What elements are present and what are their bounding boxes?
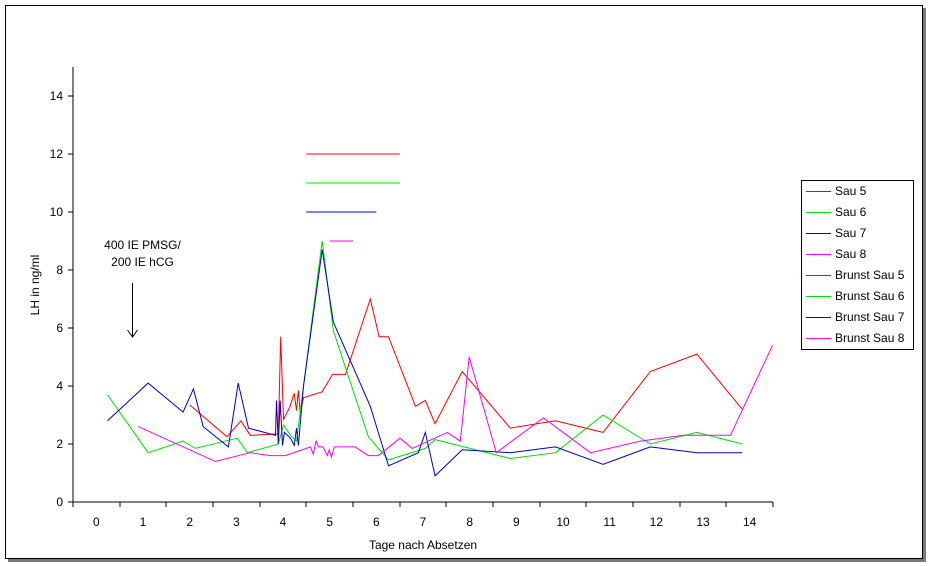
x-axis-title: Tage nach Absetzen: [369, 538, 477, 552]
legend-swatch: [806, 296, 831, 297]
series-line-sau-5: [189, 297, 743, 438]
x-tick-label: 2: [186, 515, 193, 529]
x-tick-label: 10: [556, 515, 570, 529]
x-tick-label: 5: [326, 515, 333, 529]
y-tick-label: 14: [50, 89, 64, 103]
y-tick-label: 8: [56, 263, 63, 277]
legend: Sau 5 Sau 6 Sau 7 Sau 8 Brunst Sau 5 Brunst S…: [801, 180, 914, 350]
legend-label: Sau 7: [835, 226, 867, 240]
x-tick-label: 0: [93, 515, 100, 529]
chart-frame: [5, 5, 923, 559]
series-line-sau-8: [138, 345, 773, 462]
legend-swatch: [806, 233, 831, 234]
legend-label: Brunst Sau 6: [835, 289, 905, 303]
annotation-text: 400 IE PMSG/: [104, 238, 181, 252]
x-tick-label: 11: [603, 515, 616, 529]
legend-label: Sau 8: [835, 247, 867, 261]
legend-item-brunst-sau-5: Brunst Sau 5: [802, 265, 913, 286]
x-tick-label: 14: [743, 515, 757, 529]
x-tick-label: 6: [373, 515, 380, 529]
legend-label: Sau 6: [835, 205, 867, 219]
legend-label: Brunst Sau 5: [835, 268, 905, 282]
series-lines: [107, 153, 773, 477]
legend-item-sau-8: Sau 8: [802, 244, 913, 265]
y-tick-label: 6: [56, 321, 63, 335]
legend-label: Brunst Sau 8: [835, 331, 905, 345]
legend-swatch: [806, 254, 831, 255]
legend-swatch: [806, 212, 831, 213]
legend-item-sau-6: Sau 6: [802, 202, 913, 223]
legend-swatch: [806, 191, 831, 192]
x-tick-label: 9: [513, 515, 520, 529]
x-tick-label: 13: [696, 515, 710, 529]
legend-item-brunst-sau-7: Brunst Sau 7: [802, 307, 913, 328]
legend-item-brunst-sau-8: Brunst Sau 8: [802, 328, 913, 349]
y-tick-label: 12: [50, 147, 64, 161]
x-tick-label: 12: [650, 515, 664, 529]
annotation: 400 IE PMSG/200 IE hCG: [104, 238, 182, 338]
series-line-sau-7: [107, 249, 743, 477]
y-axis-title: LH in ng/ml: [28, 255, 42, 316]
y-tick-label: 10: [50, 205, 64, 219]
legend-item-brunst-sau-6: Brunst Sau 6: [802, 286, 913, 307]
x-tick-label: 1: [140, 515, 147, 529]
legend-item-sau-5: Sau 5: [802, 181, 913, 202]
x-tick-label: 4: [280, 515, 287, 529]
legend-label: Brunst Sau 7: [835, 310, 905, 324]
x-tick-label: 8: [466, 515, 473, 529]
legend-item-sau-7: Sau 7: [802, 223, 913, 244]
legend-swatch: [806, 338, 831, 339]
x-tick-label: 3: [233, 515, 240, 529]
legend-swatch: [806, 275, 831, 276]
series-line-sau-6: [107, 240, 743, 461]
legend-label: Sau 5: [835, 184, 867, 198]
y-tick-label: 2: [56, 437, 63, 451]
legend-swatch: [806, 317, 831, 318]
y-tick-label: 0: [56, 495, 63, 509]
annotation-arrowhead: [127, 329, 138, 338]
x-tick-label: 7: [420, 515, 427, 529]
y-tick-label: 4: [56, 379, 63, 393]
annotation-text: 200 IE hCG: [111, 255, 174, 269]
